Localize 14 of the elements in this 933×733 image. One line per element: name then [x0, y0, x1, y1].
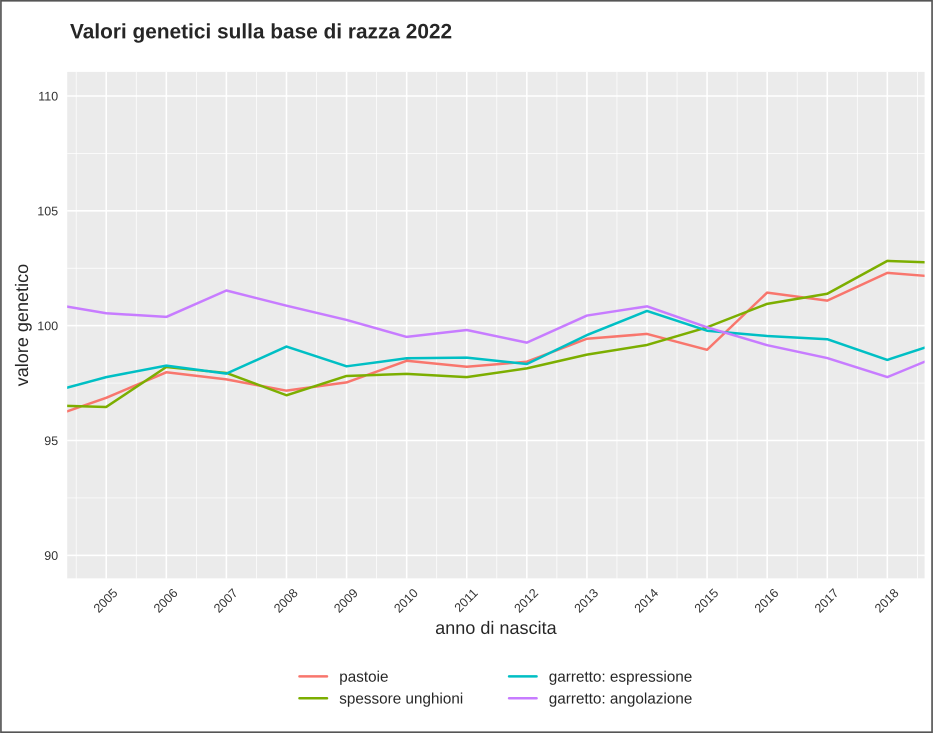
chart-title: Valori genetici sulla base di razza 2022 — [70, 23, 452, 43]
y-tick-label: 110 — [39, 92, 58, 101]
line-series — [67, 310, 925, 389]
y-axis-title: valore genetico — [14, 264, 32, 386]
legend-label: spessore unghioni — [340, 692, 462, 707]
legend-label: garretto: angolazione — [549, 692, 692, 707]
y-tick-label: 100 — [38, 321, 58, 330]
y-tick-label: 90 — [44, 551, 58, 560]
y-tick-label: 105 — [38, 206, 58, 216]
legend-label: pastoie — [340, 670, 388, 685]
x-axis-title: anno di nascita — [436, 620, 557, 634]
legend-label: garretto: espressione — [549, 670, 692, 685]
y-tick-label: 95 — [44, 436, 58, 446]
line-series — [67, 289, 925, 378]
